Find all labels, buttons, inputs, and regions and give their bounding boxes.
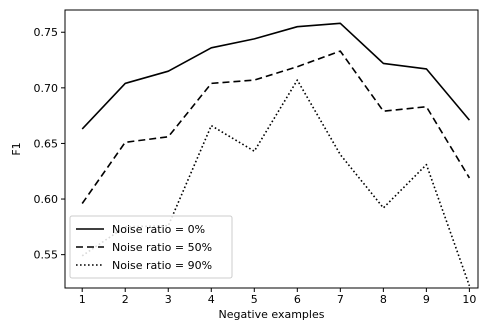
x-tick-label: 6 [294,293,301,306]
y-tick-label: 0.55 [34,249,59,262]
y-axis-label: F1 [10,142,23,155]
legend-label-3: Noise ratio = 90% [112,259,212,272]
x-tick-label: 3 [165,293,172,306]
y-tick-label: 0.75 [34,26,59,39]
x-tick-label: 8 [380,293,387,306]
y-axis: 0.55 0.60 0.65 0.70 0.75 [34,26,65,262]
x-tick-label: 4 [208,293,215,306]
legend-label-1: Noise ratio = 0% [112,223,205,236]
series-line-2 [81,50,471,204]
x-tick-label: 9 [423,293,430,306]
legend-box [69,215,233,279]
x-tick-label: 2 [122,293,129,306]
x-axis-label: Negative examples [219,308,325,320]
x-tick-label: 10 [462,293,476,306]
legend-label-2: Noise ratio = 50% [112,241,212,254]
plot-frame [64,9,479,289]
y-tick-label: 0.60 [34,193,59,206]
x-tick-label: 5 [251,293,258,306]
series-line-1 [81,22,471,130]
y-tick-label: 0.70 [34,82,59,95]
y-tick-label: 0.65 [34,137,59,150]
x-axis: 1 2 3 4 5 6 7 8 9 10 [79,288,476,306]
x-tick-label: 7 [337,293,344,306]
legend: Noise ratio = 0% Noise ratio = 50% Noise r… [69,215,233,279]
x-tick-label: 1 [79,293,86,306]
